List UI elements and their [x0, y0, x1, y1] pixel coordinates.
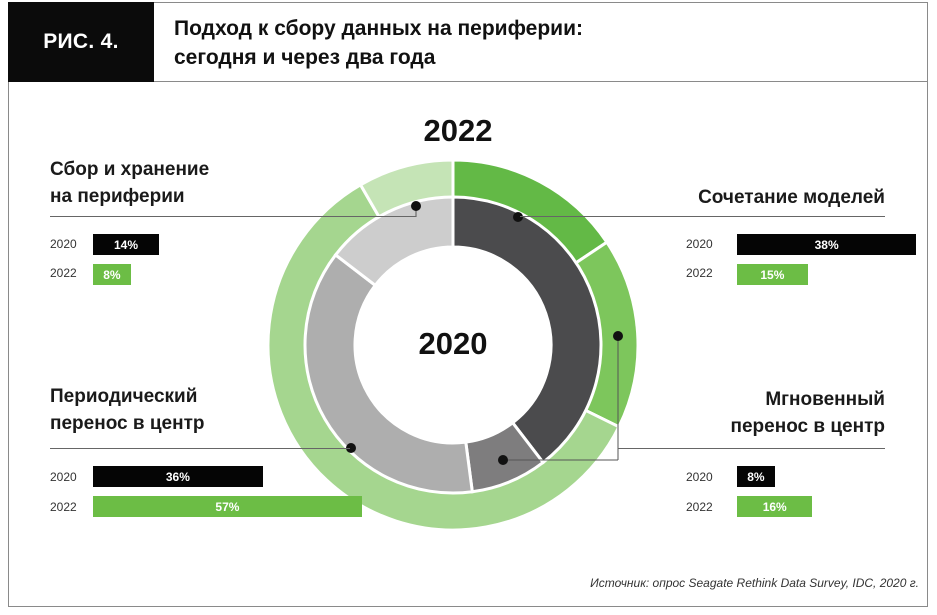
category-mixed-model-label: Сочетание моделей	[698, 187, 885, 208]
inner-ring-2020-slice-mixed-model	[451, 195, 603, 465]
figure-title-line-1: Подход к сбору данных на периферии:	[174, 17, 583, 40]
inner-ring-2020-slice-periodic	[303, 252, 475, 495]
data-label: 16%	[762, 499, 787, 514]
category-edge-storage-label: Сбор и хранение на периферии	[50, 156, 209, 210]
bar-mixed-model-2020: 38%	[737, 234, 917, 255]
category-instant-label: Мгновенный перенос в центр	[731, 386, 886, 440]
bar-instant-2022: 16%	[737, 496, 813, 517]
category-mixed-model-rule	[520, 216, 885, 217]
leader-marker-periodic	[346, 443, 356, 453]
figure-number-badge: РИС. 4.	[8, 2, 154, 82]
leader-marker-instant-outer	[613, 331, 623, 341]
category-instant-line-1: Мгновенный	[765, 389, 885, 410]
bar-edge-storage-2022: 8%	[93, 264, 131, 285]
figure-header: РИС. 4. Подход к сбору данных на перифер…	[8, 2, 928, 82]
data-label: 8%	[103, 267, 121, 282]
year-label: 2020	[686, 237, 713, 251]
category-edge-storage-rule	[50, 216, 416, 217]
year-label: 2020	[50, 470, 77, 484]
figure-frame	[8, 2, 928, 607]
leader-marker-mixed-model	[513, 212, 523, 222]
figure-title-line-2: сегодня и через два года	[174, 46, 436, 69]
category-edge-storage-line-1: Сбор и хранение	[50, 159, 210, 180]
year-label: 2022	[50, 500, 77, 514]
category-periodic-rule	[50, 448, 350, 449]
year-label: 2022	[50, 266, 77, 280]
bar-periodic-2022: 57%	[93, 496, 362, 517]
data-label: 15%	[760, 267, 785, 282]
leader-marker-edge-storage	[411, 201, 421, 211]
year-label: 2022	[686, 500, 713, 514]
leader-lines	[346, 201, 623, 465]
inner-ring-2020-slice-edge-storage	[333, 195, 455, 288]
bar-edge-storage-2020: 14%	[93, 234, 160, 255]
category-instant-line-2: перенос в центр	[730, 416, 886, 437]
leader-marker-instant-inner	[498, 455, 508, 465]
data-label: 36%	[165, 469, 190, 484]
outer-ring-year-label: 2022	[423, 113, 493, 148]
data-label: 14%	[114, 237, 139, 252]
year-label: 2022	[686, 266, 713, 280]
data-label: 38%	[814, 237, 839, 252]
bar-mixed-model-2022: 15%	[737, 264, 808, 285]
inner-ring-2020	[303, 195, 603, 495]
category-periodic-label: Периодический перенос в центр	[50, 383, 205, 437]
year-label: 2020	[686, 470, 713, 484]
data-label: 8%	[747, 469, 765, 484]
bar-instant-2020: 8%	[737, 466, 775, 487]
data-label: 57%	[215, 499, 240, 514]
bar-periodic-2020: 36%	[93, 466, 263, 487]
source-note: Источник: опрос Seagate Rethink Data Sur…	[590, 576, 919, 590]
category-edge-storage-line-2: на периферии	[50, 186, 185, 207]
year-label: 2020	[50, 237, 77, 251]
category-periodic-line-2: перенос в центр	[50, 413, 205, 434]
category-periodic-line-1: Периодический	[50, 386, 198, 407]
inner-ring-year-label: 2020	[418, 326, 488, 361]
category-instant-rule	[618, 448, 885, 449]
